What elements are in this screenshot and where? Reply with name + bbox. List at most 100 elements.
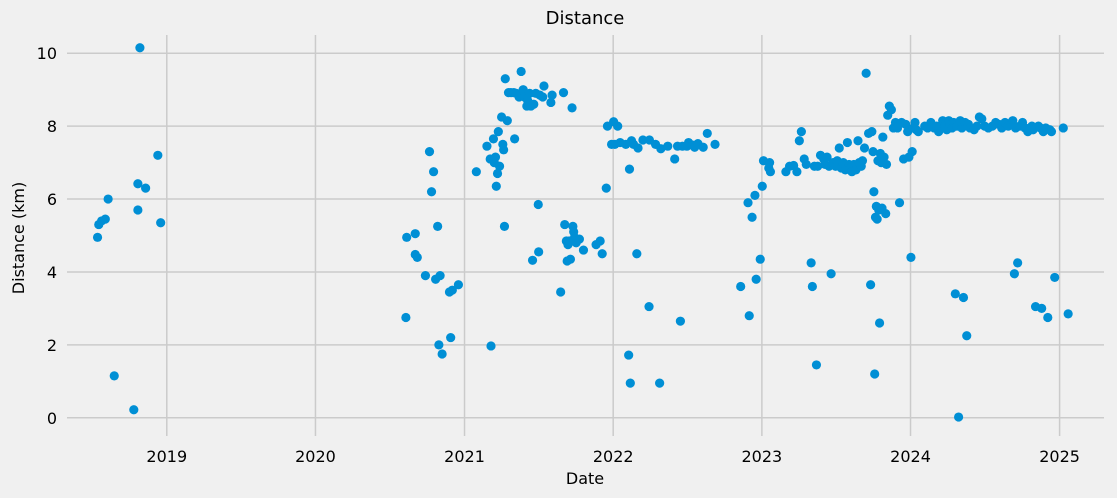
y-tick-label: 0 bbox=[47, 409, 57, 428]
data-point bbox=[834, 143, 844, 153]
data-point bbox=[538, 92, 548, 102]
data-point bbox=[663, 141, 673, 151]
data-point bbox=[736, 281, 746, 292]
data-point bbox=[1037, 303, 1047, 314]
data-point bbox=[638, 135, 648, 145]
y-tick-label: 2 bbox=[47, 336, 57, 355]
data-point bbox=[874, 318, 885, 328]
data-point bbox=[1063, 309, 1073, 319]
data-point bbox=[913, 127, 923, 137]
data-point bbox=[129, 405, 139, 415]
x-tick-label: 2023 bbox=[742, 447, 783, 466]
data-point bbox=[675, 316, 686, 326]
data-point bbox=[972, 121, 982, 131]
data-point bbox=[807, 281, 817, 292]
data-point bbox=[656, 144, 666, 154]
data-point bbox=[857, 156, 868, 166]
data-point bbox=[500, 74, 510, 84]
data-point bbox=[437, 349, 447, 359]
data-point bbox=[853, 136, 863, 146]
data-point bbox=[482, 141, 492, 151]
data-point bbox=[826, 269, 836, 279]
data-point bbox=[153, 150, 163, 160]
data-point bbox=[453, 280, 464, 290]
data-points bbox=[92, 43, 1073, 422]
data-point bbox=[435, 271, 445, 281]
data-point bbox=[881, 159, 892, 170]
data-point bbox=[950, 289, 960, 299]
data-point bbox=[426, 187, 437, 197]
data-point bbox=[156, 218, 166, 228]
data-point bbox=[533, 199, 543, 210]
data-point bbox=[866, 280, 876, 290]
data-point bbox=[1058, 123, 1068, 133]
data-point bbox=[958, 292, 969, 303]
data-point bbox=[744, 311, 754, 321]
data-point bbox=[488, 134, 499, 144]
data-point bbox=[546, 97, 556, 108]
data-point bbox=[953, 412, 964, 422]
data-point bbox=[574, 234, 584, 244]
data-point bbox=[842, 137, 852, 148]
data-point bbox=[906, 252, 916, 262]
data-point bbox=[962, 331, 972, 341]
x-axis-label: Date bbox=[566, 469, 604, 488]
data-point bbox=[765, 167, 776, 177]
data-point bbox=[133, 179, 143, 189]
y-tick-label: 10 bbox=[37, 44, 57, 63]
data-point bbox=[410, 229, 420, 239]
data-point bbox=[811, 360, 822, 370]
data-point bbox=[792, 167, 802, 177]
data-point bbox=[624, 350, 634, 360]
data-point bbox=[625, 378, 635, 388]
data-point bbox=[401, 312, 411, 323]
data-point bbox=[1043, 312, 1053, 323]
data-point bbox=[601, 183, 611, 193]
data-point bbox=[867, 127, 877, 137]
data-point bbox=[870, 369, 880, 379]
data-point bbox=[1050, 272, 1060, 283]
data-point bbox=[624, 164, 635, 174]
data-point bbox=[613, 121, 623, 131]
data-point bbox=[894, 198, 905, 208]
data-point bbox=[510, 134, 520, 144]
data-point bbox=[141, 183, 151, 193]
data-point bbox=[632, 249, 642, 259]
data-point bbox=[907, 147, 917, 157]
data-point bbox=[560, 219, 570, 230]
y-tick-label: 8 bbox=[47, 117, 57, 136]
data-point bbox=[869, 187, 879, 197]
data-point bbox=[547, 90, 557, 100]
data-point bbox=[868, 147, 878, 157]
data-point bbox=[490, 152, 501, 162]
data-point bbox=[486, 341, 496, 351]
data-point bbox=[471, 167, 481, 177]
grid-lines bbox=[67, 35, 1104, 436]
y-tick-label: 4 bbox=[47, 263, 57, 282]
data-point bbox=[558, 87, 569, 98]
data-point bbox=[433, 221, 443, 231]
data-point bbox=[595, 236, 605, 246]
y-tick-label: 6 bbox=[47, 190, 57, 209]
data-point bbox=[859, 143, 870, 153]
data-point bbox=[103, 194, 113, 204]
data-point bbox=[493, 127, 503, 137]
data-point bbox=[597, 249, 607, 259]
y-tick-labels: 0 2 4 6 8 10 bbox=[37, 44, 57, 428]
data-point bbox=[1009, 269, 1019, 279]
data-point bbox=[977, 114, 987, 124]
data-point bbox=[402, 232, 412, 242]
data-point bbox=[765, 157, 775, 168]
x-tick-label: 2024 bbox=[890, 447, 931, 466]
data-point bbox=[133, 205, 143, 215]
data-point bbox=[801, 159, 811, 170]
data-point bbox=[710, 139, 720, 149]
data-point bbox=[633, 143, 643, 153]
data-point bbox=[872, 214, 882, 224]
data-point bbox=[670, 154, 680, 164]
data-point bbox=[428, 167, 439, 177]
data-point bbox=[822, 152, 832, 162]
data-point bbox=[412, 252, 422, 262]
data-point bbox=[1013, 258, 1023, 268]
